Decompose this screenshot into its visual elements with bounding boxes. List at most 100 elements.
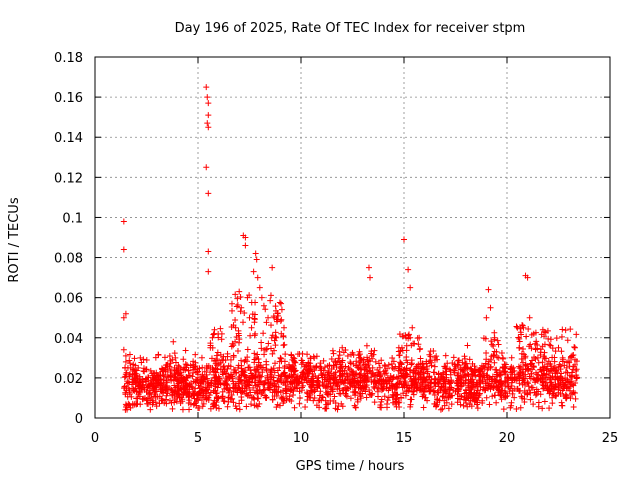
- data-point: [192, 398, 199, 405]
- data-point: [543, 384, 550, 391]
- data-point: [386, 376, 393, 383]
- data-point: [233, 303, 240, 310]
- data-point: [525, 380, 532, 387]
- data-point: [521, 387, 528, 394]
- x-tick-label: 5: [194, 431, 202, 446]
- data-point: [330, 364, 337, 371]
- data-point: [300, 382, 307, 389]
- data-point: [573, 331, 580, 338]
- data-point: [441, 363, 448, 370]
- data-point: [524, 379, 531, 386]
- data-point: [247, 332, 254, 339]
- data-point: [254, 274, 261, 281]
- data-point: [383, 401, 390, 408]
- data-point: [495, 389, 502, 396]
- data-point: [260, 330, 267, 337]
- data-point: [124, 364, 131, 371]
- data-point: [447, 386, 454, 393]
- data-point: [280, 342, 287, 349]
- data-point: [549, 400, 556, 407]
- data-point: [511, 367, 518, 374]
- data-point: [248, 370, 255, 377]
- data-point: [129, 378, 136, 385]
- data-point: [511, 394, 518, 401]
- data-point: [487, 304, 494, 311]
- data-point: [248, 401, 255, 408]
- data-point: [294, 385, 301, 392]
- data-point: [383, 385, 390, 392]
- data-point: [539, 374, 546, 381]
- data-point: [139, 382, 146, 389]
- data-point: [296, 395, 303, 402]
- data-point: [398, 361, 405, 368]
- data-point: [120, 346, 127, 353]
- data-point: [299, 375, 306, 382]
- data-point: [124, 378, 131, 385]
- data-point: [252, 330, 259, 337]
- data-point: [199, 403, 206, 410]
- data-point: [414, 335, 421, 342]
- data-point: [542, 329, 549, 336]
- data-point: [409, 324, 416, 331]
- data-point: [268, 322, 275, 329]
- data-point: [258, 339, 265, 346]
- data-point: [341, 367, 348, 374]
- data-point: [564, 376, 571, 383]
- data-point: [498, 396, 505, 403]
- data-point: [205, 248, 212, 255]
- data-point: [269, 381, 276, 388]
- data-point: [407, 284, 414, 291]
- data-point: [476, 371, 483, 378]
- data-point: [276, 299, 283, 306]
- data-point: [267, 369, 274, 376]
- data-point: [204, 380, 211, 387]
- data-point: [306, 370, 313, 377]
- data-point: [174, 388, 181, 395]
- data-point: [319, 394, 326, 401]
- data-point: [159, 386, 166, 393]
- data-point: [280, 397, 287, 404]
- data-point: [241, 377, 248, 384]
- data-point: [504, 381, 511, 388]
- data-point: [162, 387, 169, 394]
- data-point: [539, 326, 546, 333]
- data-point: [238, 304, 245, 311]
- data-points: [120, 84, 581, 413]
- data-point: [244, 354, 251, 361]
- data-point: [413, 364, 420, 371]
- data-point: [244, 294, 251, 301]
- data-point: [268, 366, 275, 373]
- plot-frame: [94, 56, 611, 419]
- data-point: [425, 384, 432, 391]
- data-point: [225, 373, 232, 380]
- data-point: [329, 347, 336, 354]
- data-point: [398, 344, 405, 351]
- data-point: [405, 266, 412, 273]
- data-point: [361, 383, 368, 390]
- data-point: [540, 385, 547, 392]
- data-point: [253, 402, 260, 409]
- data-point: [134, 400, 141, 407]
- data-point: [527, 396, 534, 403]
- data-point: [281, 358, 288, 365]
- data-point: [406, 367, 413, 374]
- data-point: [217, 325, 224, 332]
- data-point: [537, 346, 544, 353]
- data-point: [188, 392, 195, 399]
- data-point: [439, 405, 446, 412]
- data-point: [161, 354, 168, 361]
- data-point: [549, 382, 556, 389]
- data-point: [572, 361, 579, 368]
- data-point: [263, 319, 270, 326]
- data-point: [571, 344, 578, 351]
- data-point: [380, 377, 387, 384]
- data-point: [420, 404, 427, 411]
- data-point: [122, 352, 129, 359]
- data-point: [332, 357, 339, 364]
- data-point: [255, 381, 262, 388]
- data-point: [573, 358, 580, 365]
- data-point: [160, 372, 167, 379]
- data-point: [255, 361, 262, 368]
- data-point: [272, 342, 279, 349]
- data-point: [336, 390, 343, 397]
